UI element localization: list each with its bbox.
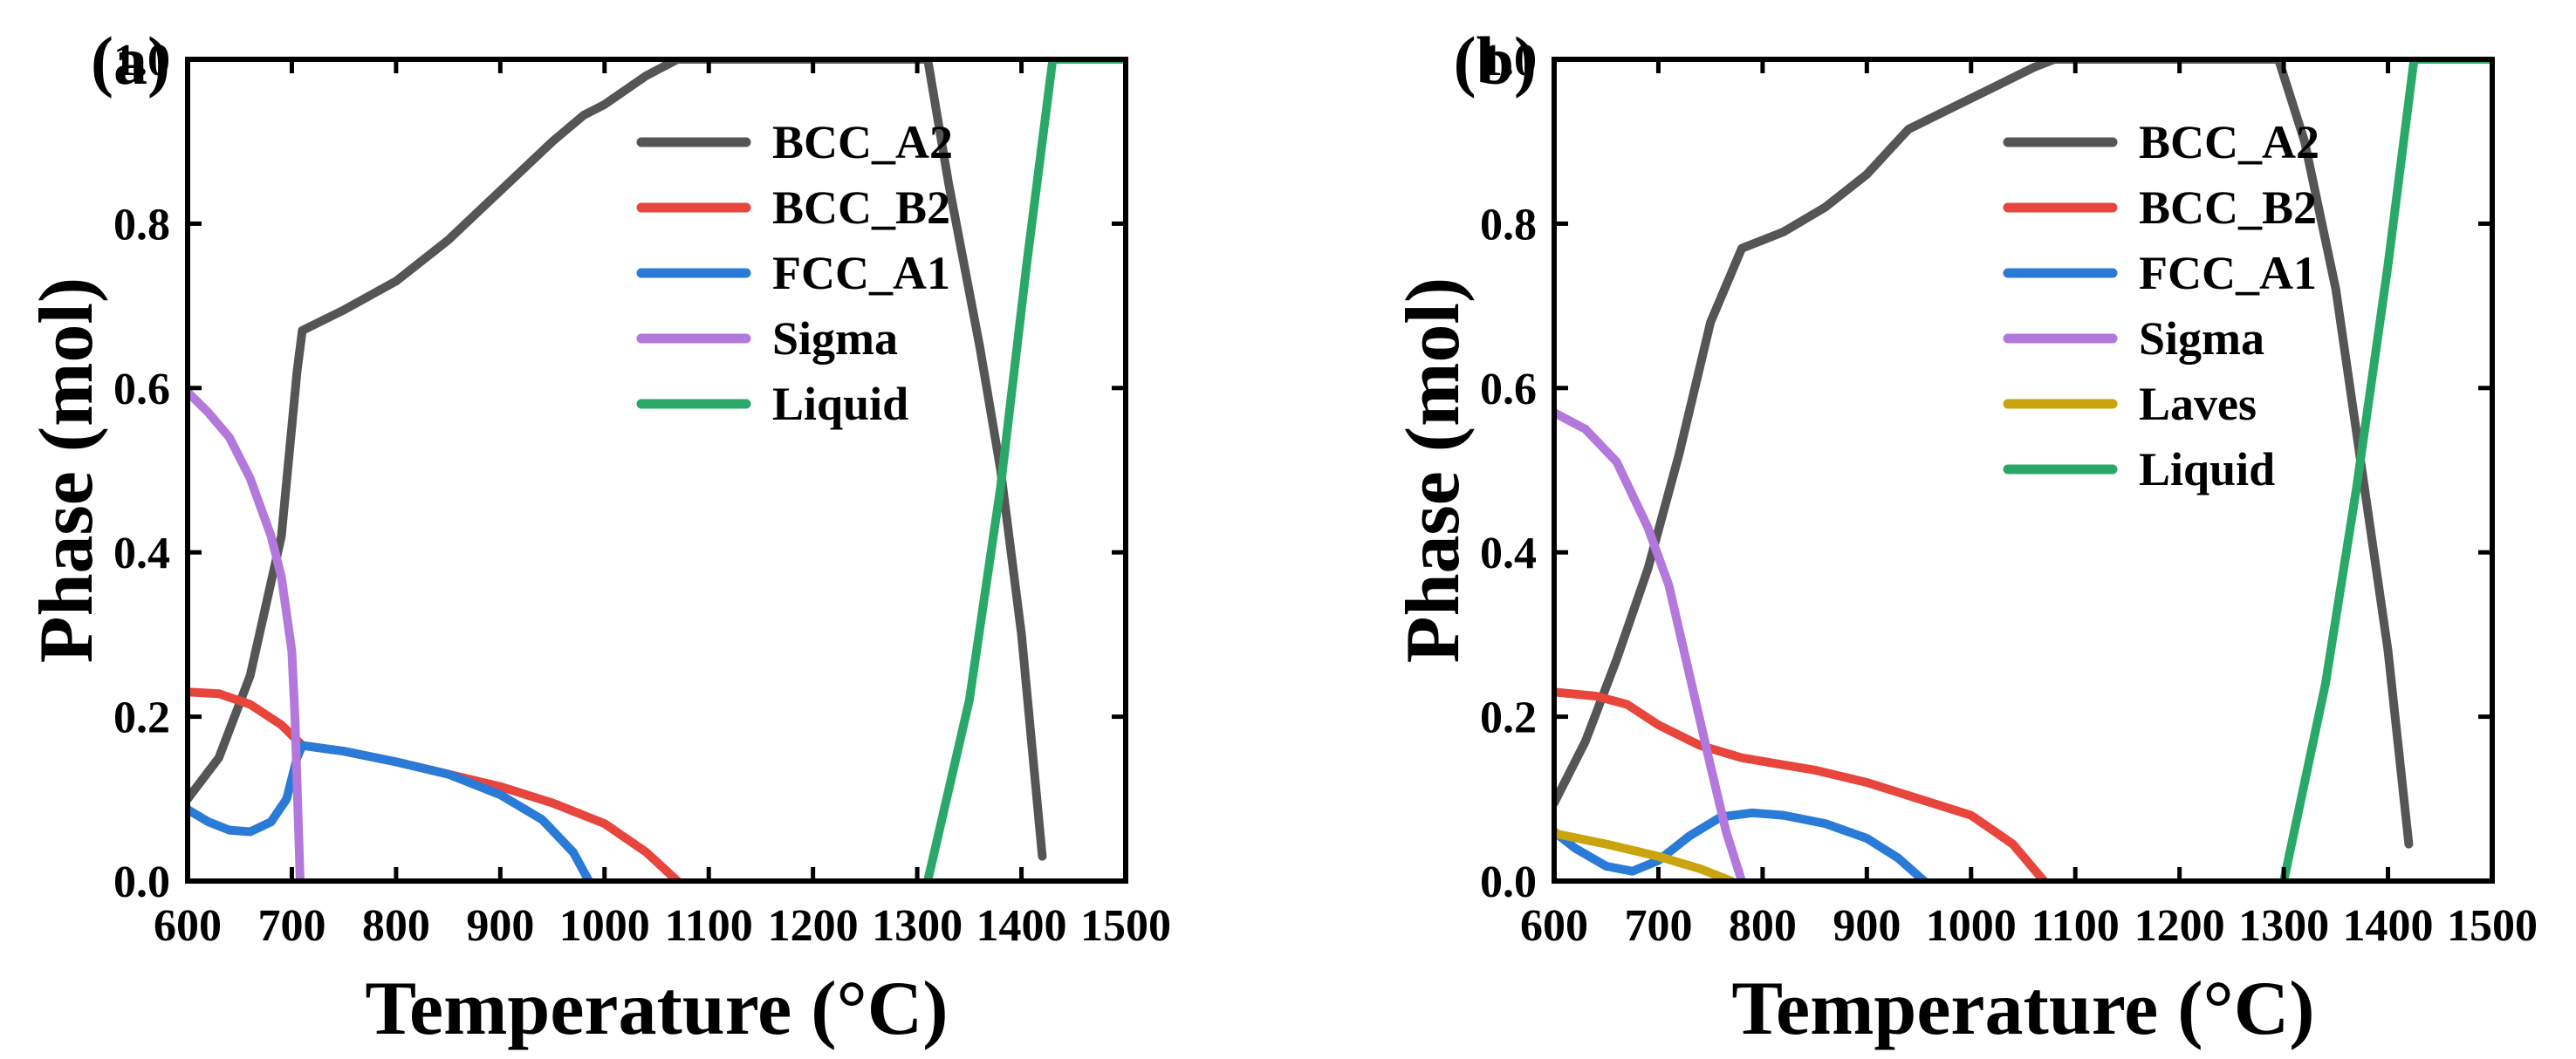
series-line-liquid [923, 59, 1126, 881]
series-line-liquid [2279, 59, 2492, 881]
legend-label: Liquid [772, 378, 908, 430]
y-axis-title: Phase (mol) [24, 277, 109, 663]
y-tick-label: 0.0 [1480, 857, 1537, 907]
y-tick-label: 0.8 [1480, 200, 1537, 249]
x-tick-label: 1200 [768, 901, 859, 951]
legend-label: Sigma [772, 312, 898, 365]
chart-panel-1: 600 700 800 900 1000 1100 1200 1300 1400 1500 0.0 0… [1391, 23, 2538, 1051]
y-tick-label: 0.2 [1480, 693, 1537, 743]
x-tick-label: 1400 [976, 901, 1067, 951]
legend-label: BCC_A2 [772, 116, 953, 168]
y-tick-label: 1.0 [1480, 36, 1537, 85]
x-tick-label: 1300 [2238, 901, 2329, 951]
legend-item: Liquid [2003, 443, 2275, 495]
y-tick-label: 0.0 [113, 857, 170, 907]
x-tick-label: 1100 [665, 901, 753, 951]
legend-label: FCC_A1 [772, 247, 950, 299]
panel-label: (a) [91, 23, 170, 99]
legend-item: Sigma [636, 312, 898, 365]
legend-label: Laves [2139, 378, 2257, 430]
legend-item: BCC_A2 [636, 116, 953, 168]
series-line-bcc-b2 [1554, 687, 2049, 881]
legend-label: BCC_A2 [2139, 116, 2319, 168]
x-tick-label: 600 [154, 901, 222, 951]
legend-item: Sigma [2003, 312, 2264, 365]
x-tick-label: 1000 [559, 901, 650, 951]
x-tick-label: 1300 [872, 901, 963, 951]
legend-label: FCC_A1 [2139, 247, 2317, 299]
x-axis-title: Temperature (°C) [365, 967, 948, 1051]
series-line-bcc-a2 [188, 59, 1047, 861]
series-line-sigma [1554, 408, 1746, 881]
legend-item: FCC_A1 [636, 247, 950, 299]
legend-item: BCC_B2 [2003, 181, 2317, 234]
x-tick-label: 1000 [1926, 901, 2017, 951]
x-tick-label: 600 [1520, 901, 1588, 951]
legend: BCC_A2 BCC_B2 FCC_A1 Sigma Laves Liquid [2003, 116, 2319, 495]
plot-frame [1552, 57, 2495, 884]
series-group [1554, 59, 2492, 881]
series-line-fcc-a1 [188, 741, 593, 881]
y-tick-label: 0.8 [113, 200, 170, 249]
x-tick-label: 1400 [2343, 901, 2434, 951]
y-tick-label: 1.0 [113, 36, 170, 85]
x-tick-label: 700 [1624, 901, 1692, 951]
y-tick-label: 0.4 [1480, 529, 1537, 578]
x-tick-label: 900 [1833, 901, 1901, 951]
plot-frame [185, 57, 1128, 884]
legend-item: Laves [2003, 378, 2257, 430]
series-line-sigma [188, 387, 305, 881]
x-tick-label: 700 [257, 901, 325, 951]
legend-item: BCC_A2 [2003, 116, 2319, 168]
chart-panel-0: 600 700 800 900 1000 1100 1200 1300 1400 1500 0.0 0… [24, 23, 1171, 1051]
legend: BCC_A2 BCC_B2 FCC_A1 Sigma Liquid [636, 116, 953, 430]
x-tick-label: 900 [466, 901, 534, 951]
y-tick-label: 0.4 [113, 529, 170, 578]
legend-label: BCC_B2 [2139, 181, 2317, 234]
y-axis-title: Phase (mol) [1391, 277, 1476, 663]
series-group [188, 59, 1126, 881]
x-tick-label: 800 [362, 901, 430, 951]
legend-item: BCC_B2 [636, 181, 950, 234]
legend-item: FCC_A1 [2003, 247, 2317, 299]
x-tick-label: 1100 [2031, 901, 2120, 951]
y-tick-label: 0.2 [113, 693, 170, 743]
y-tick-label: 0.6 [113, 365, 170, 414]
series-line-bcc-b2 [188, 687, 682, 881]
x-axis-title: Temperature (°C) [1731, 967, 2314, 1051]
series-line-laves [1554, 829, 1737, 881]
x-tick-label: 800 [1729, 901, 1797, 951]
series-line-bcc-a2 [1554, 59, 2414, 849]
x-tick-label: 1500 [1080, 901, 1171, 951]
legend-label: BCC_B2 [772, 181, 950, 234]
x-tick-label: 1500 [2447, 901, 2538, 951]
panel-label: (b) [1454, 23, 1537, 99]
legend-label: Liquid [2139, 443, 2275, 495]
legend-label: Sigma [2139, 312, 2264, 365]
legend-item: Liquid [636, 378, 908, 430]
x-tick-label: 1200 [2134, 901, 2225, 951]
y-tick-label: 0.6 [1480, 365, 1537, 414]
